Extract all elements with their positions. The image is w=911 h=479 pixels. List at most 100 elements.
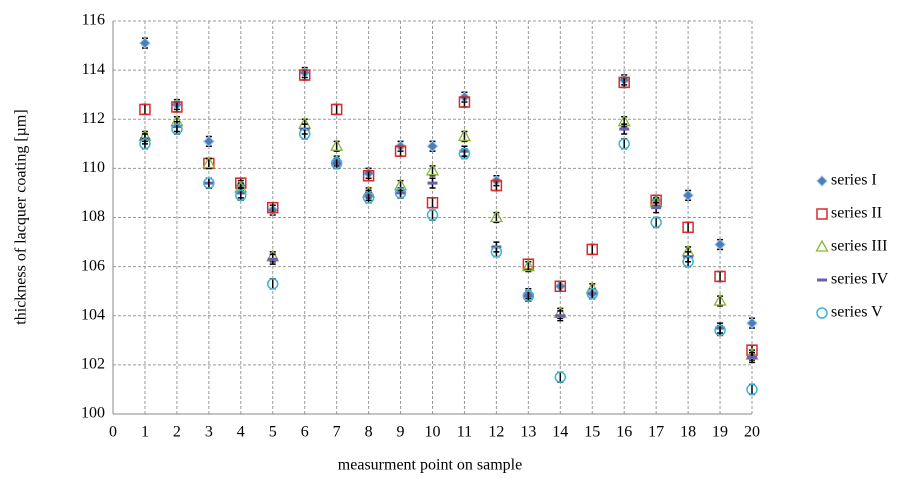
y-axis-label: thickness of lacquer coating [µm] [13,109,30,324]
data-point [457,129,472,142]
data-point [362,169,375,182]
data-point [682,255,694,268]
x-axis-label: measurment point on sample [338,457,522,474]
data-point [490,246,503,258]
data-point [586,243,598,256]
x-tick-label: 13 [520,424,536,441]
x-tick-label: 19 [712,424,728,441]
error-bar [653,216,660,229]
data-point [618,76,630,89]
x-tick-label: 10 [425,424,441,441]
data-point [139,103,151,116]
x-tick-label: 18 [680,424,696,441]
legend-label: series III [831,238,887,255]
data-point [521,259,535,272]
data-point [235,189,247,202]
legend-label: series I [831,172,877,189]
y-tick-label: 106 [81,257,105,274]
data-point [490,179,503,192]
x-tick-label: 0 [109,424,117,441]
y-tick-label: 100 [81,405,105,422]
data-point [203,135,215,148]
data-point [330,138,344,151]
data-point [362,192,375,204]
error-bar [429,209,436,221]
x-tick-label: 15 [584,424,600,441]
error-bar [269,278,276,290]
y-tick-label: 110 [82,159,105,176]
data-point [650,216,662,229]
data-point [139,138,151,150]
data-point [458,147,471,160]
data-point [713,293,727,306]
x-tick-label: 2 [173,424,181,441]
data-point [554,280,567,293]
data-point [330,157,343,170]
data-point [394,187,407,199]
legend-label: series IV [831,271,889,288]
error-bar [749,383,755,396]
data-point [714,324,726,337]
x-tick-label: 17 [648,424,664,441]
x-tick-label: 11 [457,424,472,441]
legend-marker [816,208,828,220]
x-tick-label: 8 [365,424,373,441]
error-bar [621,138,628,150]
legend-marker [816,175,828,187]
y-tick-label: 116 [82,12,105,29]
error-bar [141,103,148,116]
error-bar [589,243,596,256]
data-point [682,189,694,202]
error-bar [717,270,724,283]
x-tick-label: 3 [205,424,213,441]
error-bar [557,371,564,383]
data-point [554,371,567,383]
data-point [746,317,758,329]
data-point [171,101,183,113]
x-tick-label: 7 [333,424,341,441]
data-point [426,197,439,209]
data-point [202,156,216,169]
legend-marker [816,307,828,319]
legend-label: series II [831,205,882,222]
x-tick-label: 9 [397,424,405,441]
data-point [714,238,726,251]
legend-marker [815,239,829,252]
data-point [425,163,440,176]
data-point [267,201,279,214]
error-bar [429,197,436,209]
x-tick-label: 1 [141,424,149,441]
x-tick-label: 20 [744,424,760,441]
x-tick-label: 16 [616,424,632,441]
error-bar [333,103,340,116]
data-point [298,128,311,140]
x-tick-label: 12 [488,424,504,441]
y-tick-label: 102 [81,356,105,373]
x-tick-label: 5 [269,424,277,441]
data-point [682,221,694,234]
x-tick-label: 6 [301,424,309,441]
y-tick-label: 112 [82,110,105,127]
data-point [714,270,726,283]
data-point [298,69,311,81]
y-tick-label: 108 [81,208,105,225]
data-point [171,123,183,135]
y-tick-label: 104 [81,306,105,323]
data-point [139,37,151,49]
x-tick-label: 4 [237,424,245,441]
data-point [426,209,439,221]
data-point [426,140,439,152]
data-point [394,145,407,157]
data-point [267,278,279,290]
data-point [522,290,535,302]
x-tick-label: 14 [552,424,568,441]
data-point [489,210,503,223]
legend-label: series V [831,304,883,321]
data-point [586,287,598,300]
data-point [203,177,215,189]
data-point [746,383,758,396]
data-point [330,103,343,116]
y-tick-label: 114 [82,61,105,78]
error-bar [685,221,692,233]
